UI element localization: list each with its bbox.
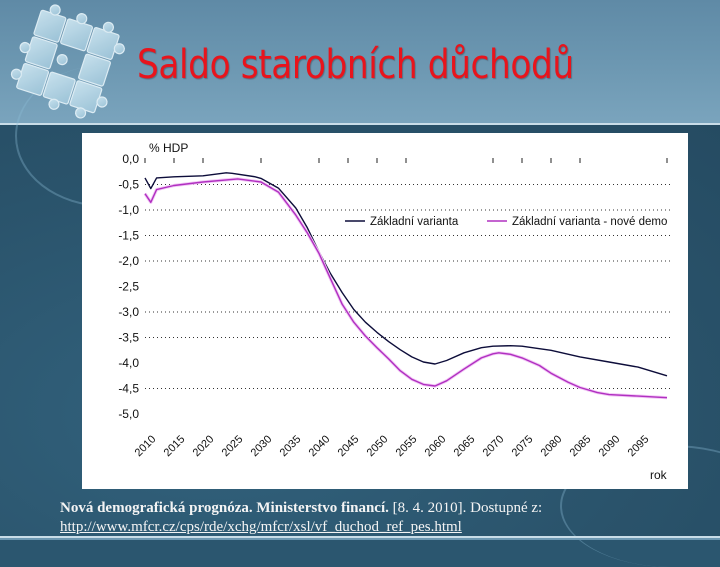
citation-title: Nová demografická prognóza. Ministerstvo… xyxy=(60,500,389,516)
x-tick-label: 2020 xyxy=(191,433,217,459)
chart-series xyxy=(143,172,668,400)
y-tick-label: -1,5 xyxy=(118,229,139,243)
series-line xyxy=(144,172,668,377)
x-tick-label: 2015 xyxy=(162,433,188,459)
y-tick-label: -3,0 xyxy=(118,305,139,319)
x-tick-label: 2095 xyxy=(626,433,652,459)
y-tick-label: -0,5 xyxy=(118,178,139,192)
y-tick-label: -1,0 xyxy=(118,203,139,217)
source-citation: Nová demografická prognóza. Ministerstvo… xyxy=(60,500,542,517)
x-tick-label: 2010 xyxy=(133,433,159,459)
x-tick-label: 2045 xyxy=(336,433,362,459)
y-tick-label: -4,5 xyxy=(118,382,139,396)
x-axis-title: rok xyxy=(650,468,668,482)
x-tick-label: 2090 xyxy=(597,433,623,459)
x-tick-label: 2055 xyxy=(394,433,420,459)
footer-divider xyxy=(0,536,720,538)
y-axis-labels: 0,0 -0,5 -1,0 -1,5 -2,0 -2,5 -3,0 -3,5 -4,0 -4,5 -… xyxy=(118,152,139,421)
slide-title: Saldo starobních důchodů xyxy=(137,42,574,88)
y-tick-label: -2,5 xyxy=(118,280,139,294)
x-tick-label: 2035 xyxy=(278,433,304,459)
x-tick-label: 2040 xyxy=(307,433,333,459)
x-tick-label: 2065 xyxy=(452,433,478,459)
line-chart: 0,0 -0,5 -1,0 -1,5 -2,0 -2,5 -3,0 -3,5 -4,0 -4,5 -… xyxy=(118,141,670,482)
y-tick-label: -5,0 xyxy=(118,407,139,421)
citation-date: [8. 4. 2010]. Dostupné z: xyxy=(388,500,543,516)
x-tick-label: 2025 xyxy=(220,433,246,459)
legend-label: Základní varianta xyxy=(370,216,459,228)
y-axis-title: % HDP xyxy=(149,141,188,155)
footer-strip xyxy=(0,538,720,540)
y-tick-label: 0,0 xyxy=(122,152,139,166)
header-divider xyxy=(0,123,720,125)
chart-panel: 0,0 -0,5 -1,0 -1,5 -2,0 -2,5 -3,0 -3,5 -4,0 -4,5 -… xyxy=(82,133,688,489)
x-axis-labels: 2010 2015 2020 2025 2030 2035 2040 2045 2050 2055… xyxy=(133,433,652,459)
x-tick-label: 2075 xyxy=(510,433,536,459)
y-tick-label: -2,0 xyxy=(118,254,139,268)
series-line xyxy=(144,178,668,399)
puzzle-pieces-icon xyxy=(10,4,125,119)
source-link[interactable]: http://www.mfcr.cz/cps/rde/xchg/mfcr/xsl… xyxy=(60,519,462,535)
x-tick-label: 2050 xyxy=(365,433,391,459)
legend-label: Základní varianta - nové demo xyxy=(512,216,667,228)
x-axis-ticks xyxy=(144,158,668,163)
y-tick-label: -4,0 xyxy=(118,356,139,370)
x-tick-label: 2085 xyxy=(568,433,594,459)
x-tick-label: 2060 xyxy=(423,433,449,459)
x-tick-label: 2070 xyxy=(481,433,507,459)
y-tick-label: -3,5 xyxy=(118,331,139,345)
chart-legend: Základní varianta Základní varianta - nov… xyxy=(345,216,667,228)
series-halo xyxy=(143,177,668,400)
x-tick-label: 2080 xyxy=(539,433,565,459)
x-tick-label: 2030 xyxy=(249,433,275,459)
